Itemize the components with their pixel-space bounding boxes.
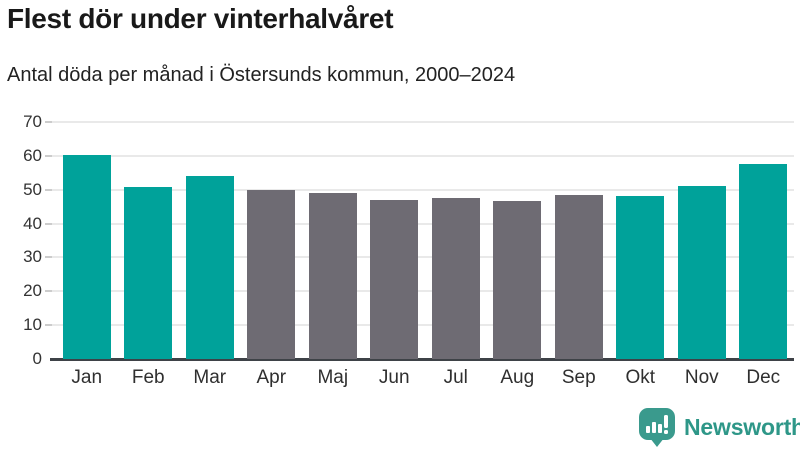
- y-axis-label-70: 70: [23, 112, 42, 131]
- chart-subtitle: Antal döda per månad i Östersunds kommun…: [7, 64, 516, 86]
- x-axis-label-aug: Aug: [500, 367, 535, 388]
- x-axis-line: [50, 358, 794, 361]
- bar-slot-feb: [118, 122, 180, 359]
- bar-slot-aug: [487, 122, 549, 359]
- bar-slot-maj: [302, 122, 364, 359]
- x-axis-label-dec: Dec: [746, 367, 781, 388]
- bar-slot-okt: [610, 122, 672, 359]
- newsworthy-logo: Newsworthy: [638, 407, 800, 448]
- bar-feb: [124, 186, 173, 359]
- y-axis-tick-30: [45, 256, 52, 259]
- gridline-60: [50, 154, 794, 157]
- gridline-20: [50, 290, 794, 293]
- gridline-10: [50, 324, 794, 327]
- x-axis-label-jun: Jun: [378, 367, 410, 388]
- y-axis-label-20: 20: [23, 281, 42, 301]
- bar-okt: [616, 195, 665, 359]
- x-axis-labels: Jan Feb Mar Apr Maj Jun Jul Aug Sep Okt Nov Dec: [56, 367, 794, 389]
- x-axis-label-okt: Okt: [625, 367, 656, 388]
- gridline-50: [50, 188, 794, 191]
- bar-mar: [185, 175, 234, 359]
- bar-maj: [308, 193, 357, 359]
- bar-aug: [493, 200, 542, 359]
- bar-slot-jul: [425, 122, 487, 359]
- bars: [56, 122, 794, 359]
- x-axis-label-apr: Apr: [256, 367, 287, 388]
- bar-apr: [247, 190, 296, 359]
- newsworthy-logo-text: Newsworthy: [684, 414, 800, 440]
- bar-jul: [431, 197, 480, 359]
- chart-title: Flest dör under vinterhalvåret: [7, 3, 394, 34]
- y-axis-label-30: 30: [23, 247, 42, 267]
- x-axis-label-sep: Sep: [561, 367, 596, 388]
- y-axis-label-50: 50: [23, 179, 42, 199]
- x-axis-label-feb: Feb: [131, 367, 165, 388]
- newsworthy-pin-icon: [638, 407, 676, 448]
- gridline-40: [50, 222, 794, 225]
- y-axis-label-10: 10: [23, 315, 42, 335]
- x-axis-label-nov: Nov: [684, 367, 719, 388]
- gridline-70: [50, 121, 794, 123]
- x-axis-label-maj: Maj: [317, 367, 349, 388]
- bar-slot-dec: [733, 122, 795, 359]
- bar-sep: [554, 195, 603, 359]
- bar-slot-apr: [241, 122, 303, 359]
- bar-dec: [739, 164, 788, 359]
- y-axis-label-40: 40: [23, 213, 42, 233]
- y-axis-label-0: 0: [32, 349, 42, 368]
- x-axis-label-jan: Jan: [71, 367, 103, 388]
- bar-slot-jan: [56, 122, 118, 359]
- bar-slot-sep: [548, 122, 610, 359]
- x-axis-label-mar: Mar: [193, 367, 227, 388]
- y-axis-tick-60: [45, 154, 52, 157]
- y-axis-tick-10: [45, 324, 52, 327]
- bar-slot-jun: [364, 122, 426, 359]
- bar-jun: [370, 199, 419, 359]
- y-axis-tick-40: [45, 222, 52, 225]
- y-axis-tick-50: [45, 188, 52, 191]
- y-axis-label-60: 60: [23, 145, 42, 165]
- gridline-30: [50, 256, 794, 259]
- y-axis-tick-70: [45, 121, 52, 123]
- bar-jan: [62, 154, 111, 359]
- bar-nov: [677, 186, 726, 359]
- y-axis-tick-20: [45, 290, 52, 293]
- bar-slot-mar: [179, 122, 241, 359]
- x-axis-label-jul: Jul: [443, 367, 468, 388]
- bar-slot-nov: [671, 122, 733, 359]
